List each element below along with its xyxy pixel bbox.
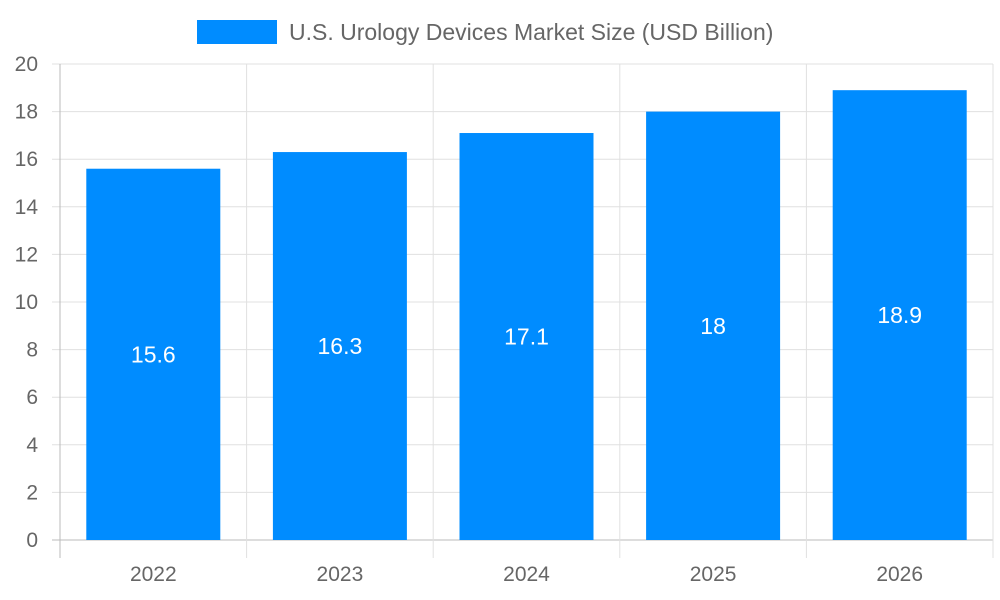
y-tick-label: 20 — [15, 53, 38, 76]
y-tick-label: 12 — [15, 243, 38, 266]
bars: 15.6 16.3 17.1 18 18.9 — [86, 90, 967, 541]
y-tick-label: 6 — [26, 386, 38, 409]
bar — [646, 111, 781, 540]
bar — [832, 90, 967, 541]
y-tick-label: 0 — [26, 529, 38, 552]
y-tick-label: 18 — [15, 101, 38, 124]
y-tick-label: 2 — [26, 481, 38, 504]
y-tick-label: 8 — [26, 339, 38, 362]
x-tick-label: 2024 — [503, 563, 550, 586]
data-label: 18.9 — [877, 302, 922, 328]
bar — [86, 168, 221, 540]
y-tick-label: 14 — [15, 196, 39, 219]
legend[interactable]: U.S. Urology Devices Market Size (USD Bi… — [197, 19, 773, 45]
x-tick-label: 2025 — [690, 563, 737, 586]
data-label: 16.3 — [318, 333, 363, 359]
bar — [272, 152, 407, 540]
x-tick-label: 2026 — [876, 563, 923, 586]
data-label: 18 — [700, 313, 726, 339]
bar — [459, 133, 594, 540]
y-tick-label: 16 — [15, 148, 38, 171]
x-tick-label: 2023 — [317, 563, 364, 586]
legend-swatch — [197, 20, 277, 44]
y-tick-label: 10 — [15, 291, 38, 314]
legend-label: U.S. Urology Devices Market Size (USD Bi… — [289, 19, 773, 45]
x-tick-label: 2022 — [130, 563, 177, 586]
data-label: 15.6 — [131, 341, 176, 367]
data-label: 17.1 — [504, 324, 549, 350]
y-tick-label: 4 — [26, 434, 38, 457]
axes: 0 2 4 6 8 10 12 14 16 18 20 2022 2023 2024 2025 2026 — [15, 53, 923, 586]
